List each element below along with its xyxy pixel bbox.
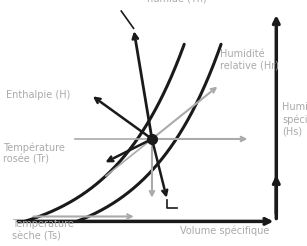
Text: Température
sèche (Ts): Température sèche (Ts) [12,219,74,241]
Text: Température
rosée (Tr): Température rosée (Tr) [3,143,65,165]
Text: Volume spécifique: Volume spécifique [180,226,269,236]
Text: Humidité
spécifique
(Hs): Humidité spécifique (Hs) [282,102,307,136]
Text: Humidité
relative (Hr): Humidité relative (Hr) [220,48,278,70]
Text: Température
humide (Th): Température humide (Th) [146,0,208,4]
Text: Enthalpie (H): Enthalpie (H) [6,90,71,100]
